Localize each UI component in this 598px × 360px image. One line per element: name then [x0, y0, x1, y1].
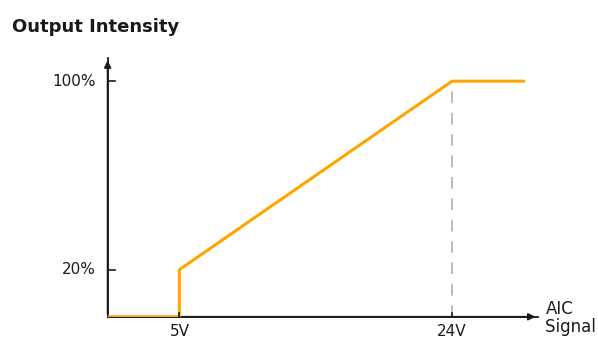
Text: Output Intensity: Output Intensity: [12, 18, 179, 36]
Text: Signal IN: Signal IN: [545, 318, 598, 336]
Text: 5V: 5V: [169, 324, 190, 339]
Text: 100%: 100%: [53, 74, 96, 89]
Text: 24V: 24V: [437, 324, 467, 339]
Text: AIC: AIC: [545, 300, 573, 318]
Text: 20%: 20%: [62, 262, 96, 277]
